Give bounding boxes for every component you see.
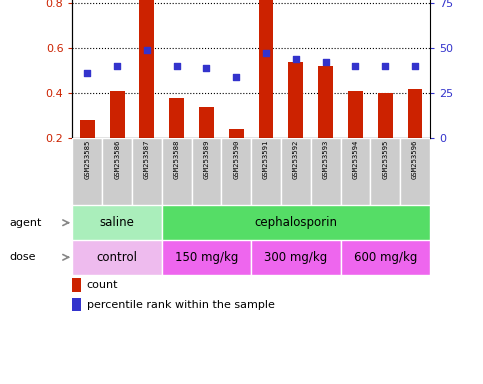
Text: GSM253596: GSM253596 bbox=[412, 140, 418, 179]
Bar bbox=[408, 89, 423, 138]
Bar bbox=[318, 66, 333, 138]
Text: GSM253593: GSM253593 bbox=[323, 140, 328, 179]
Text: control: control bbox=[97, 251, 138, 264]
Point bbox=[411, 63, 419, 69]
Bar bbox=[110, 91, 125, 138]
Text: GSM253587: GSM253587 bbox=[144, 140, 150, 179]
Point bbox=[143, 47, 151, 53]
Text: saline: saline bbox=[99, 216, 135, 229]
Text: 150 mg/kg: 150 mg/kg bbox=[175, 251, 238, 264]
Bar bbox=[251, 138, 281, 205]
Bar bbox=[102, 138, 132, 205]
Bar bbox=[72, 278, 82, 292]
Bar bbox=[229, 129, 244, 138]
Bar bbox=[140, 0, 155, 138]
Text: percentile rank within the sample: percentile rank within the sample bbox=[87, 300, 275, 310]
Bar bbox=[132, 138, 162, 205]
Text: GSM253586: GSM253586 bbox=[114, 140, 120, 179]
Text: GSM253588: GSM253588 bbox=[174, 140, 180, 179]
Bar bbox=[221, 138, 251, 205]
Bar bbox=[72, 138, 102, 205]
Text: cephalosporin: cephalosporin bbox=[255, 216, 337, 229]
Text: GSM253589: GSM253589 bbox=[203, 140, 210, 179]
Bar bbox=[341, 138, 370, 205]
Bar bbox=[162, 205, 430, 240]
Text: GSM253595: GSM253595 bbox=[382, 140, 388, 179]
Bar bbox=[258, 0, 273, 138]
Text: 600 mg/kg: 600 mg/kg bbox=[354, 251, 417, 264]
Text: GSM253594: GSM253594 bbox=[353, 140, 358, 179]
Bar bbox=[72, 205, 162, 240]
Text: GSM253585: GSM253585 bbox=[85, 140, 90, 179]
Bar bbox=[162, 138, 192, 205]
Bar bbox=[341, 240, 430, 275]
Text: agent: agent bbox=[10, 218, 42, 228]
Bar bbox=[72, 298, 82, 311]
Point bbox=[173, 63, 181, 69]
Point bbox=[114, 63, 121, 69]
Text: GSM253590: GSM253590 bbox=[233, 140, 239, 179]
Text: GSM253591: GSM253591 bbox=[263, 140, 269, 179]
Point bbox=[292, 56, 300, 62]
Text: count: count bbox=[87, 280, 118, 290]
Point bbox=[262, 50, 270, 56]
Bar bbox=[251, 240, 341, 275]
Text: 300 mg/kg: 300 mg/kg bbox=[264, 251, 327, 264]
Bar bbox=[400, 138, 430, 205]
Point bbox=[232, 74, 240, 80]
Point bbox=[203, 65, 211, 71]
Bar bbox=[72, 240, 162, 275]
Bar bbox=[311, 138, 341, 205]
Bar bbox=[169, 98, 184, 138]
Text: dose: dose bbox=[10, 252, 36, 262]
Bar bbox=[378, 93, 393, 138]
Bar bbox=[288, 61, 303, 138]
Bar bbox=[80, 120, 95, 138]
Text: GSM253592: GSM253592 bbox=[293, 140, 299, 179]
Bar bbox=[192, 138, 221, 205]
Point bbox=[322, 58, 329, 65]
Bar bbox=[370, 138, 400, 205]
Bar bbox=[348, 91, 363, 138]
Point bbox=[382, 63, 389, 69]
Point bbox=[84, 70, 91, 76]
Bar bbox=[162, 240, 251, 275]
Bar bbox=[199, 107, 214, 138]
Bar bbox=[281, 138, 311, 205]
Point bbox=[352, 63, 359, 69]
